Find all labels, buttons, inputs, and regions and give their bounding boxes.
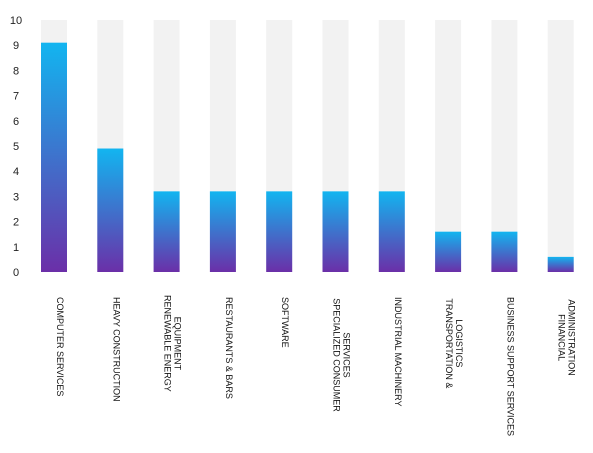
- bar: [322, 191, 349, 272]
- x-category-label: RESTAURANTS & BARS: [224, 297, 234, 399]
- x-tick-label: SERVICES: [342, 332, 352, 377]
- y-tick-label: 1: [13, 242, 19, 254]
- y-tick-label: 8: [13, 65, 19, 77]
- y-tick-label: 6: [13, 116, 19, 128]
- x-tick-label: SPECIALIZED CONSUMER: [332, 298, 342, 412]
- y-tick-label: 0: [13, 267, 19, 279]
- x-category-label: BUSINESS SUPPORT SERVICES: [505, 297, 515, 436]
- y-tick-label: 7: [13, 91, 19, 103]
- y-tick-label: 4: [13, 166, 19, 178]
- bar-track: [491, 20, 518, 272]
- bar: [153, 191, 180, 272]
- bar: [378, 191, 405, 272]
- x-category-label: RENEWABLE ENERGY EQUIPMENT: [163, 295, 183, 392]
- bars: [41, 42, 574, 273]
- x-category-label: INDUSTRIAL MACHINERY: [393, 297, 403, 407]
- x-category-label: FINANCIAL ADMINISTRATION: [557, 299, 577, 375]
- x-category-label: TRANSPORTATION & LOGISTICS: [444, 298, 464, 388]
- bar: [209, 191, 236, 272]
- x-tick-label: ADMINISTRATION: [567, 299, 577, 375]
- x-tick-label: EQUIPMENT: [173, 317, 183, 371]
- y-tick-label: 5: [13, 141, 19, 153]
- bar: [266, 191, 293, 272]
- bar-track: [547, 20, 574, 272]
- bar: [491, 231, 518, 272]
- bar: [547, 256, 574, 272]
- bar-track: [435, 20, 462, 272]
- x-tick-label: INDUSTRIAL MACHINERY: [393, 297, 403, 407]
- y-tick-label: 9: [13, 40, 19, 52]
- y-tick-label: 2: [13, 217, 19, 229]
- x-category-label: HEAVY CONSTRUCTION: [111, 297, 121, 402]
- x-tick-label: LOGISTICS: [454, 319, 464, 367]
- x-axis-labels: COMPUTER SERVICES HEAVY CONSTRUCTION RENEW…: [55, 295, 577, 436]
- x-category-label: SOFTWARE: [280, 297, 290, 348]
- bar: [435, 231, 462, 272]
- bar: [97, 148, 124, 272]
- x-category-label: SPECIALIZED CONSUMER SERVICES: [332, 298, 352, 412]
- x-category-label: COMPUTER SERVICES: [55, 297, 65, 396]
- x-tick-label: BUSINESS SUPPORT SERVICES: [505, 297, 515, 436]
- y-axis: 0 1 2 3 4 5 6 7 8 9 10: [10, 15, 22, 279]
- y-tick-label: 10: [10, 15, 22, 27]
- x-tick-label: RESTAURANTS & BARS: [224, 297, 234, 399]
- y-tick-label: 3: [13, 191, 19, 203]
- x-tick-label: RENEWABLE ENERGY: [163, 295, 173, 392]
- x-tick-label: TRANSPORTATION &: [444, 298, 454, 388]
- x-tick-label: FINANCIAL: [557, 314, 567, 361]
- x-tick-label: HEAVY CONSTRUCTION: [111, 297, 121, 402]
- bar: [41, 42, 67, 273]
- x-tick-label: COMPUTER SERVICES: [55, 297, 65, 396]
- x-tick-label: SOFTWARE: [280, 297, 290, 348]
